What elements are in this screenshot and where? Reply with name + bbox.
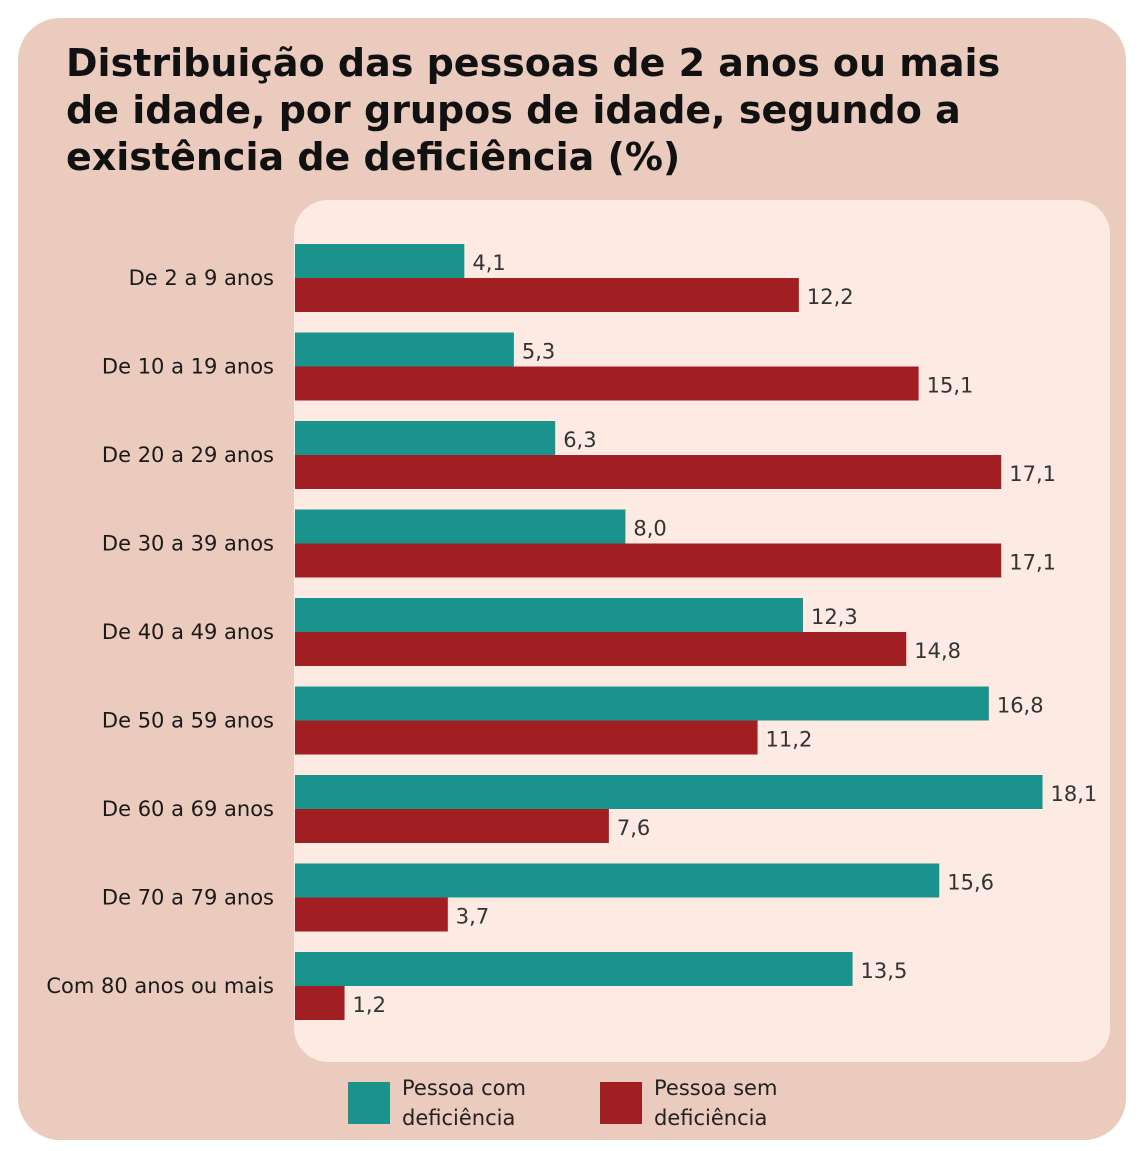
bar-sem-deficiencia [295,278,799,312]
data-label: 12,2 [807,285,854,309]
data-label: 13,5 [861,959,908,983]
data-label: 17,1 [1009,551,1056,575]
bar-sem-deficiencia [295,986,345,1020]
legend-swatch-teal [348,1082,390,1124]
legend-item-com-deficiencia: Pessoa com deficiência [348,1072,562,1134]
data-label: 15,6 [947,871,994,895]
data-label: 5,3 [522,340,555,364]
bar-com-deficiencia [295,244,465,278]
legend-label-com-deficiencia: Pessoa com deficiência [402,1076,526,1130]
chart-title: Distribuição das pessoas de 2 anos ou ma… [66,41,1001,179]
data-label: 8,0 [633,517,666,541]
category-label: De 30 a 39 anos [102,532,274,556]
data-label: 6,3 [563,428,596,452]
bar-sem-deficiencia [295,455,1002,489]
data-label: 12,3 [811,605,858,629]
bar-sem-deficiencia [295,720,758,755]
data-label: 16,8 [997,694,1044,718]
category-label: De 60 a 69 anos [102,797,274,821]
category-label: De 2 a 9 anos [129,266,274,290]
bar-com-deficiencia [295,509,626,544]
bar-sem-deficiencia [295,897,448,932]
data-label: 18,1 [1051,782,1098,806]
data-label: 17,1 [1009,462,1056,486]
bar-sem-deficiencia [295,366,919,401]
bar-sem-deficiencia [295,632,907,666]
bar-com-deficiencia [295,952,853,986]
data-label: 15,1 [927,374,974,398]
data-label: 4,1 [472,251,505,275]
category-label: De 10 a 19 anos [102,355,274,379]
bar-com-deficiencia [295,332,514,367]
category-label: De 40 a 49 anos [102,620,274,644]
data-label: 3,7 [456,905,489,929]
bar-com-deficiencia [295,421,556,455]
category-label: De 70 a 79 anos [102,886,274,910]
bar-sem-deficiencia [295,809,609,843]
data-label: 1,2 [353,993,386,1017]
bar-sem-deficiencia [295,543,1002,578]
data-label: 11,2 [766,728,813,752]
category-label: De 50 a 59 anos [102,709,274,733]
legend-label-sem-deficiencia: Pessoa sem deficiência [654,1076,778,1130]
legend-item-sem-deficiencia: Pessoa sem deficiência [600,1072,814,1134]
data-label: 14,8 [914,639,961,663]
bar-com-deficiencia [295,686,989,721]
legend-swatch-red [600,1082,642,1124]
category-label: De 20 a 29 anos [102,443,274,467]
bar-com-deficiencia [295,775,1043,809]
category-label: Com 80 anos ou mais [46,974,274,998]
data-label: 7,6 [617,816,650,840]
bar-com-deficiencia [295,863,940,898]
bar-com-deficiencia [295,598,803,632]
